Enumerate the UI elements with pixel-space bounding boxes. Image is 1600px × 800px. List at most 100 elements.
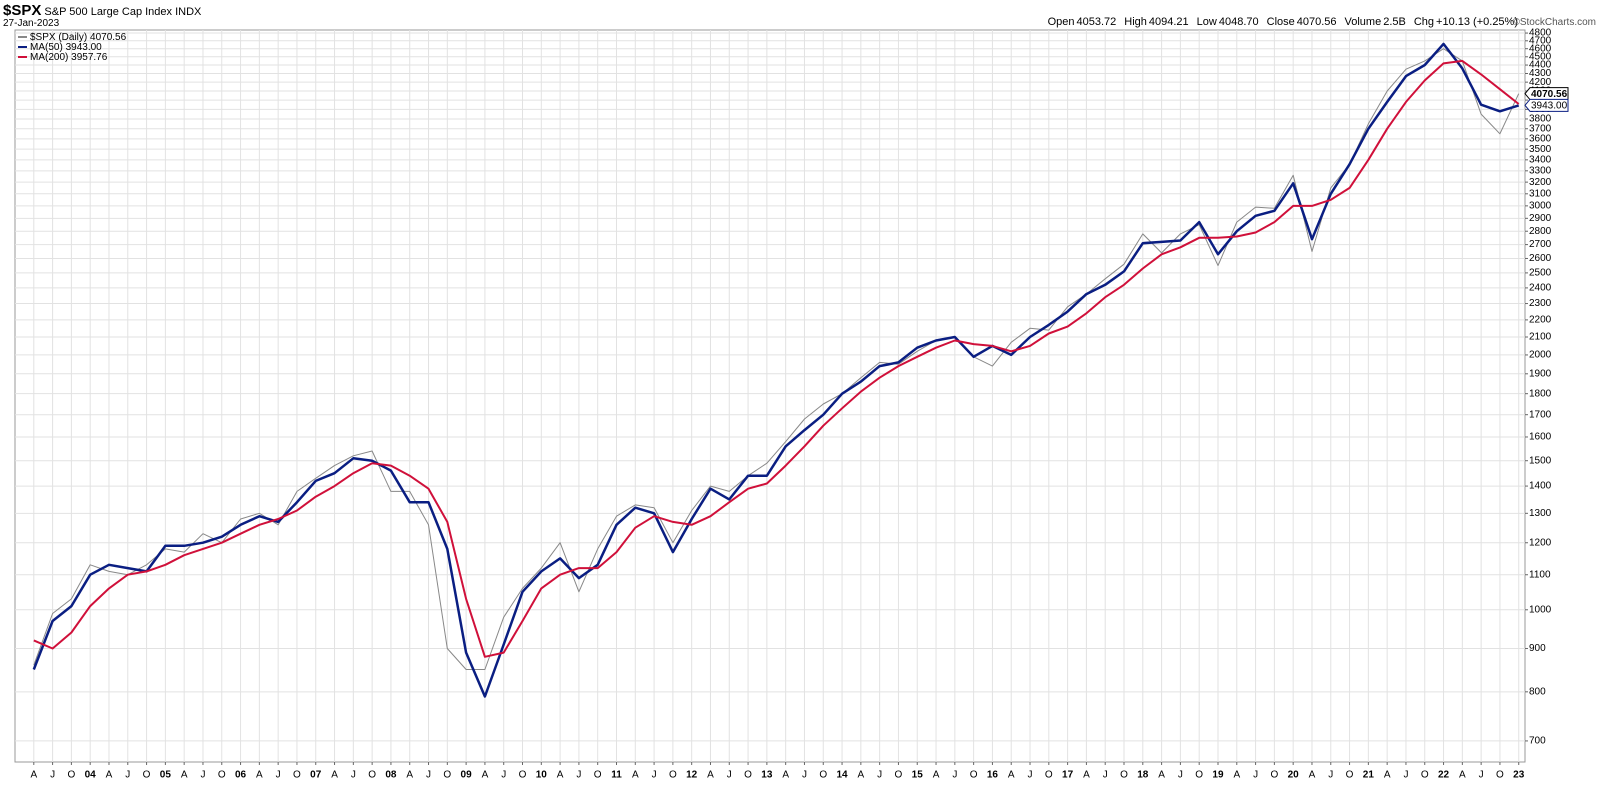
x-tick-label: 12 — [686, 770, 698, 781]
y-tick-label: 2500 — [1529, 268, 1552, 279]
y-tick-label: 4700 — [1529, 35, 1552, 46]
y-tick-label: 2300 — [1529, 298, 1552, 309]
x-tick-label: J — [1328, 770, 1333, 781]
x-tick-label: O — [443, 770, 451, 781]
y-tick-label: 1200 — [1529, 537, 1552, 548]
quote-label: Open — [1047, 16, 1075, 28]
x-tick-label: 20 — [1288, 770, 1300, 781]
x-tick-label: 17 — [1062, 770, 1074, 781]
x-tick-label: O — [519, 770, 527, 781]
y-tick-label: 1700 — [1529, 409, 1552, 420]
y-tick-label: 2000 — [1529, 350, 1552, 361]
x-tick-label: 21 — [1363, 770, 1375, 781]
x-tick-label: A — [256, 770, 263, 781]
price-tag-label: 3943.00 — [1531, 101, 1568, 112]
quote-label: Low — [1196, 16, 1217, 28]
legend-label: $SPX (Daily) 4070.56 — [30, 32, 127, 43]
legend-value: 3957.76 — [71, 52, 108, 63]
x-tick-label: A — [632, 770, 639, 781]
x-tick-label: J — [200, 770, 205, 781]
y-tick-label: 2600 — [1529, 253, 1552, 264]
x-tick-label: O — [744, 770, 752, 781]
x-tick-label: A — [707, 770, 714, 781]
x-tick-label: 07 — [310, 770, 322, 781]
x-tick-label: A — [782, 770, 789, 781]
quote-label: High — [1124, 16, 1147, 28]
x-tick-label: A — [181, 770, 188, 781]
x-tick-label: J — [1178, 770, 1183, 781]
x-tick-label: J — [501, 770, 506, 781]
x-tick-label: O — [594, 770, 602, 781]
y-tick-label: 4500 — [1529, 51, 1552, 62]
x-tick-label: A — [1233, 770, 1240, 781]
x-tick-label: A — [858, 770, 865, 781]
x-tick-label: O — [1496, 770, 1504, 781]
x-tick-label: 09 — [461, 770, 473, 781]
x-tick-label: A — [1158, 770, 1165, 781]
quote-value: 4048.70 — [1218, 16, 1259, 28]
quote-label: Close — [1266, 16, 1295, 28]
x-tick-label: O — [143, 770, 151, 781]
x-tick-label: O — [293, 770, 301, 781]
y-tick-label: 900 — [1529, 643, 1546, 654]
plot-area — [14, 29, 1526, 763]
header-left: $SPX S&P 500 Large Cap Index INDX — [3, 2, 201, 19]
quote-value: 4094.21 — [1148, 16, 1189, 28]
legend-label: MA(50) 3943.00 — [30, 42, 102, 53]
y-tick-label: 2900 — [1529, 213, 1552, 224]
y-tick-label: 1100 — [1529, 569, 1551, 580]
x-tick-label: 22 — [1438, 770, 1450, 781]
y-tick-label: 2800 — [1529, 226, 1552, 237]
legend-name: $SPX (Daily) — [30, 32, 87, 43]
price-tag — [1524, 87, 1569, 101]
x-tick-label: A — [1008, 770, 1015, 781]
x-tick-label: 05 — [160, 770, 172, 781]
x-tick-label: O — [895, 770, 903, 781]
x-tick-label: O — [819, 770, 827, 781]
x-tick-label: J — [576, 770, 581, 781]
quote-label: Chg — [1413, 16, 1435, 28]
y-tick-label: 1600 — [1529, 432, 1552, 443]
x-tick-label: 11 — [611, 770, 622, 781]
x-tick-label: 08 — [385, 770, 397, 781]
x-tick-label: J — [1028, 770, 1033, 781]
x-tick-label: A — [557, 770, 564, 781]
quote-value: 4070.56 — [1296, 16, 1337, 28]
y-tick-label: 700 — [1529, 736, 1546, 747]
x-tick-label: 18 — [1137, 770, 1149, 781]
y-tick-label: 4400 — [1529, 60, 1552, 71]
x-tick-label: O — [218, 770, 226, 781]
y-tick-label: 1800 — [1529, 388, 1552, 399]
y-tick-label: 4200 — [1529, 77, 1552, 88]
y-tick-label: 4600 — [1529, 43, 1552, 54]
legend-name: MA(200) — [30, 52, 68, 63]
quote-value: +10.13 (+0.25%) — [1436, 16, 1518, 28]
x-tick-label: O — [970, 770, 978, 781]
y-tick-label: 3000 — [1529, 200, 1552, 211]
x-tick-label: J — [952, 770, 957, 781]
x-tick-label: O — [1421, 770, 1429, 781]
x-tick-label: J — [1253, 770, 1258, 781]
x-tick-label: A — [106, 770, 113, 781]
y-tick-label: 1900 — [1529, 368, 1552, 379]
y-tick-label: 2100 — [1529, 332, 1552, 343]
quote-value: 2.5B — [1383, 16, 1406, 28]
quote: Open 4053.72 High 4094.21 Low 4048.70 Close 407… — [1046, 16, 1524, 28]
y-tick-label: 1000 — [1529, 604, 1552, 615]
legend-name: MA(50) — [30, 42, 63, 53]
legend-label: MA(200) 3957.76 — [30, 52, 108, 63]
x-tick-label: A — [1459, 770, 1466, 781]
copyright: ©StockCharts.com — [1512, 17, 1596, 28]
y-tick-label: 3400 — [1529, 154, 1552, 165]
x-tick-label: 16 — [987, 770, 999, 781]
y-tick-label: 2200 — [1529, 315, 1552, 326]
exchange: INDX — [175, 6, 202, 18]
x-tick-label: 19 — [1212, 770, 1224, 781]
x-tick-label: A — [30, 770, 37, 781]
x-tick-label: A — [1083, 770, 1090, 781]
x-tick-label: A — [1309, 770, 1316, 781]
y-tick-label: 2700 — [1529, 239, 1552, 250]
x-tick-label: J — [652, 770, 657, 781]
x-tick-label: J — [125, 770, 130, 781]
